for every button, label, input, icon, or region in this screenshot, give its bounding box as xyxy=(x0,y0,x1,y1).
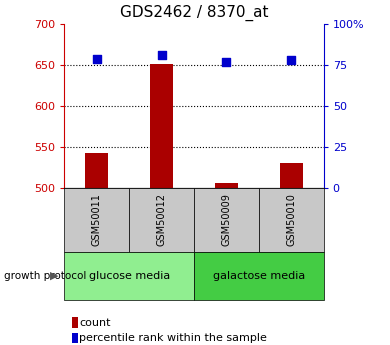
Text: GSM50011: GSM50011 xyxy=(92,194,102,246)
Bar xyxy=(194,252,324,300)
Bar xyxy=(215,183,238,188)
Text: galactose media: galactose media xyxy=(213,271,305,281)
Text: count: count xyxy=(79,318,110,327)
Text: percentile rank within the sample: percentile rank within the sample xyxy=(79,333,267,343)
Point xyxy=(158,52,165,58)
Text: growth protocol: growth protocol xyxy=(4,271,86,281)
Bar xyxy=(280,164,303,188)
Text: GSM50012: GSM50012 xyxy=(157,194,167,246)
Bar xyxy=(150,64,173,188)
Bar xyxy=(129,188,194,252)
Text: GSM50009: GSM50009 xyxy=(222,194,231,246)
Point xyxy=(223,59,230,65)
Text: ▶: ▶ xyxy=(50,271,59,281)
Title: GDS2462 / 8370_at: GDS2462 / 8370_at xyxy=(120,5,268,21)
Point xyxy=(288,58,294,63)
Point xyxy=(94,56,100,61)
Bar xyxy=(259,188,324,252)
Bar xyxy=(85,153,108,188)
Bar xyxy=(64,188,129,252)
Text: GSM50010: GSM50010 xyxy=(286,194,296,246)
Text: glucose media: glucose media xyxy=(89,271,170,281)
Bar xyxy=(64,252,194,300)
Bar xyxy=(194,188,259,252)
